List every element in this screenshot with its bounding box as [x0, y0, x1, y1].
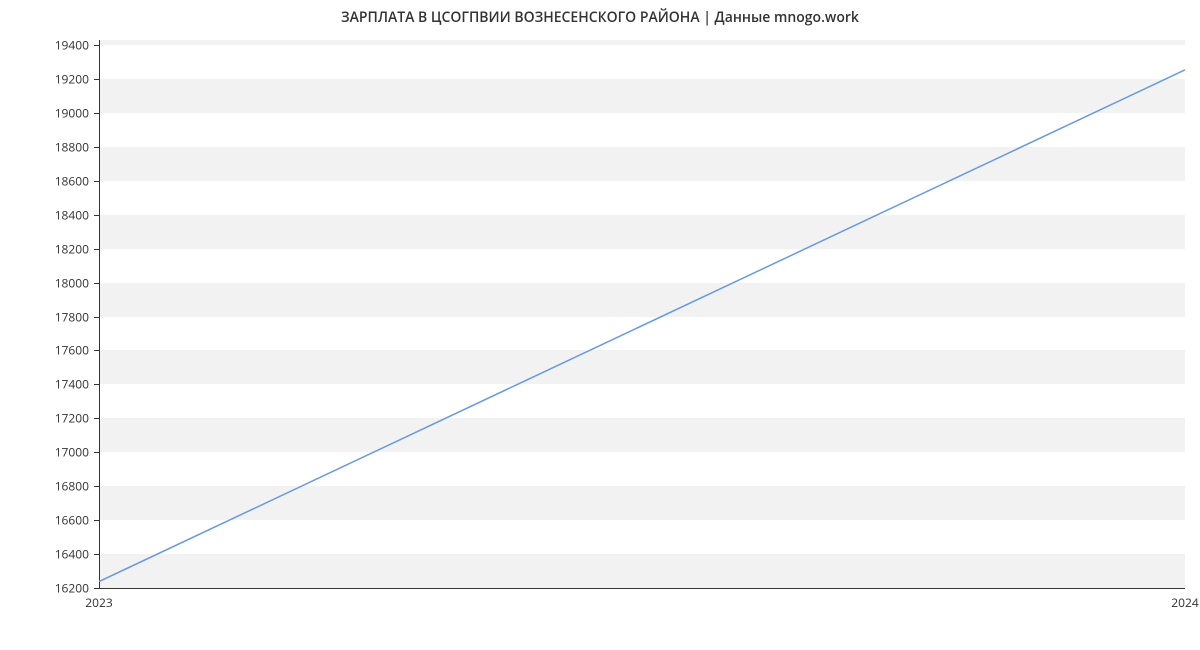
y-tick-label: 17600	[49, 342, 89, 359]
y-tick-label: 18200	[49, 240, 89, 257]
y-tick-label: 16200	[49, 580, 89, 597]
series-line-salary	[99, 70, 1185, 582]
line-layer	[99, 40, 1185, 588]
x-axis-line	[99, 588, 1185, 589]
y-tick-label: 18600	[49, 172, 89, 189]
y-tick-label: 16800	[49, 478, 89, 495]
chart-title: ЗАРПЛАТА В ЦСОГПВИИ ВОЗНЕСЕНСКОГО РАЙОНА…	[0, 8, 1200, 27]
plot-area: 1620016400166001680017000172001740017600…	[99, 40, 1185, 588]
y-tick-label: 18400	[49, 206, 89, 223]
y-tick-label: 18000	[49, 274, 89, 291]
y-tick-label: 16600	[49, 512, 89, 529]
y-tick-label: 18800	[49, 138, 89, 155]
y-tick-label: 17800	[49, 308, 89, 325]
y-tick-label: 17200	[49, 410, 89, 427]
y-tick-label: 19200	[49, 71, 89, 88]
y-tick-label: 19000	[49, 104, 89, 121]
y-tick-label: 17400	[49, 376, 89, 393]
x-tick-label: 2024	[1171, 594, 1198, 611]
x-tick-label: 2023	[85, 594, 112, 611]
y-tick-label: 17000	[49, 444, 89, 461]
y-tick-label: 16400	[49, 546, 89, 563]
salary-line-chart: ЗАРПЛАТА В ЦСОГПВИИ ВОЗНЕСЕНСКОГО РАЙОНА…	[0, 0, 1200, 650]
y-tick-label: 19400	[49, 37, 89, 54]
